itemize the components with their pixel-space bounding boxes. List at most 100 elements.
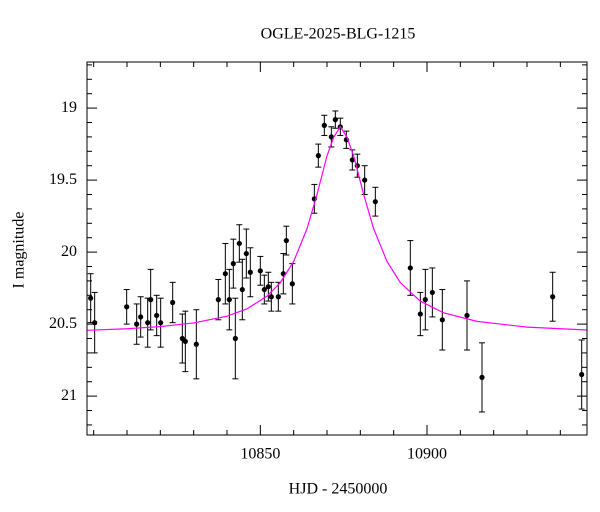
data-marker bbox=[148, 297, 154, 303]
y-tick-label: 19.5 bbox=[49, 171, 77, 188]
data-point bbox=[179, 313, 186, 364]
data-marker bbox=[226, 297, 232, 303]
data-point bbox=[153, 294, 160, 337]
data-marker bbox=[315, 153, 321, 159]
data-marker bbox=[134, 321, 140, 327]
data-point bbox=[439, 289, 446, 351]
data-marker bbox=[579, 371, 585, 378]
data-marker bbox=[193, 341, 199, 347]
data-marker bbox=[222, 271, 228, 277]
data-marker bbox=[138, 314, 144, 320]
data-point bbox=[315, 143, 322, 168]
x-tick-label: 10900 bbox=[407, 446, 447, 463]
data-point bbox=[283, 225, 290, 256]
plot-frame bbox=[86, 61, 588, 436]
data-point bbox=[429, 267, 436, 318]
y-tick-label: 20 bbox=[61, 243, 77, 260]
data-point bbox=[144, 297, 151, 348]
data-point bbox=[321, 114, 328, 136]
data-marker bbox=[236, 240, 242, 247]
data-point bbox=[257, 255, 264, 286]
data-marker bbox=[243, 250, 249, 257]
data-point bbox=[407, 240, 414, 296]
data-point bbox=[182, 310, 189, 373]
data-marker bbox=[239, 286, 245, 293]
data-marker bbox=[362, 177, 368, 183]
data-point bbox=[147, 268, 154, 331]
data-point bbox=[247, 247, 254, 298]
data-point bbox=[232, 297, 239, 380]
data-marker bbox=[464, 312, 470, 319]
data-marker bbox=[261, 286, 267, 293]
data-point bbox=[169, 281, 176, 324]
data-marker bbox=[289, 281, 295, 287]
data-marker bbox=[321, 122, 327, 128]
data-marker bbox=[268, 294, 274, 300]
data-marker bbox=[429, 289, 435, 296]
data-point bbox=[243, 228, 250, 279]
data-marker bbox=[247, 269, 253, 275]
plot-area bbox=[87, 110, 587, 413]
data-marker bbox=[154, 312, 160, 319]
data-marker bbox=[275, 294, 281, 300]
data-marker bbox=[349, 157, 355, 163]
data-point bbox=[226, 268, 233, 331]
data-marker bbox=[332, 117, 338, 123]
data-marker bbox=[257, 268, 263, 274]
data-marker bbox=[145, 320, 151, 326]
data-point bbox=[222, 242, 229, 305]
data-marker bbox=[124, 304, 130, 310]
data-marker bbox=[88, 295, 94, 301]
data-point bbox=[133, 303, 140, 345]
data-marker bbox=[417, 311, 423, 317]
y-tick-label: 21 bbox=[61, 387, 77, 404]
data-point bbox=[261, 274, 268, 305]
data-point bbox=[361, 165, 368, 195]
data-point bbox=[332, 110, 339, 129]
data-point bbox=[578, 339, 585, 410]
data-marker bbox=[422, 297, 428, 303]
data-point bbox=[91, 291, 98, 354]
data-marker bbox=[479, 374, 485, 380]
data-marker bbox=[283, 237, 289, 244]
y-tick-label: 20.5 bbox=[49, 315, 77, 332]
data-marker bbox=[550, 294, 556, 300]
data-point bbox=[157, 297, 164, 348]
x-axis-label: HJD - 2450000 bbox=[289, 481, 388, 498]
data-point bbox=[236, 224, 243, 263]
data-marker bbox=[372, 199, 378, 205]
data-point bbox=[417, 291, 424, 337]
data-marker bbox=[407, 265, 413, 271]
y-tick-label: 19 bbox=[61, 99, 77, 116]
data-marker bbox=[230, 261, 236, 267]
data-point bbox=[268, 281, 275, 312]
data-marker bbox=[328, 134, 334, 140]
data-point bbox=[280, 253, 287, 295]
data-marker bbox=[232, 335, 238, 342]
data-point bbox=[215, 278, 222, 321]
data-point bbox=[464, 280, 470, 351]
x-tick-label: 10850 bbox=[240, 446, 280, 463]
data-marker bbox=[158, 320, 164, 326]
data-point bbox=[230, 238, 237, 289]
data-marker bbox=[215, 297, 221, 303]
data-point bbox=[265, 271, 272, 302]
data-point bbox=[422, 268, 429, 331]
data-point bbox=[479, 342, 485, 413]
data-marker bbox=[265, 284, 271, 290]
data-point bbox=[239, 258, 246, 321]
data-point bbox=[123, 289, 130, 325]
data-point bbox=[137, 296, 144, 338]
data-marker bbox=[439, 317, 445, 323]
chart-title: OGLE-2025-BLG-1215 bbox=[261, 26, 416, 43]
data-marker bbox=[170, 299, 176, 306]
data-point bbox=[354, 153, 361, 178]
data-point bbox=[289, 263, 296, 305]
data-point bbox=[87, 273, 94, 324]
data-point bbox=[549, 271, 556, 322]
data-marker bbox=[182, 338, 188, 344]
model-curve bbox=[87, 125, 587, 331]
data-point bbox=[193, 309, 200, 380]
